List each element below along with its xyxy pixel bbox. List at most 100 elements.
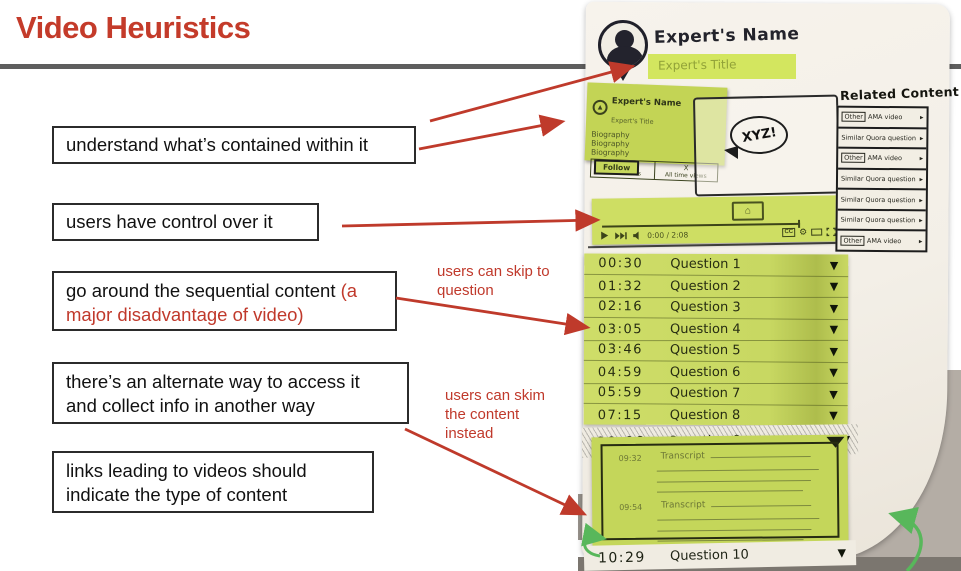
heuristic-text-red: (a major disadvantage of video): [66, 280, 358, 325]
heuristic-text: go around the sequential content: [66, 280, 341, 301]
question-timestamp: 05:59: [597, 384, 643, 401]
pip-icon: ⌂: [731, 201, 765, 221]
arrow-box1-to-expert-card: [418, 114, 566, 151]
gear-icon: ⚙: [799, 226, 808, 237]
related-item: Similar Quora question ▸: [837, 210, 926, 232]
chevron-down-icon: ▼: [829, 279, 839, 293]
question-row: 02:16 Question 3 ▼: [584, 295, 849, 320]
transcript-sticky: 09:32 Transcript 09:54 Transcript: [591, 434, 849, 548]
question-label: Question 6: [669, 364, 741, 380]
question-label: Question 2: [670, 278, 741, 294]
heuristic-text: understand what’s contained within it: [66, 134, 369, 155]
speech-bubble: XYZ!: [730, 116, 788, 154]
related-item: Similar Quora question ▸: [837, 189, 926, 212]
question-row: 03:05 Question 4 ▼: [584, 318, 849, 341]
ruled-line: [656, 468, 819, 472]
captions-icon: CC: [782, 227, 796, 238]
question-list-sticky: 00:30 Question 1 ▼ 01:32 Question 2 ▼ 02…: [583, 252, 849, 426]
skip-icon: [615, 231, 627, 239]
player-controls-sticky: ⌂ 0:00 / 2:08 CC ⚙: [591, 195, 845, 245]
other-badge: Other: [841, 111, 867, 123]
expert-name: Expert's Name: [653, 24, 800, 48]
play-circle-icon: ▲: [592, 99, 608, 115]
related-label: Similar Quora question: [840, 215, 916, 225]
ruled-line: [657, 517, 820, 521]
question-timestamp: 00:30: [598, 255, 644, 272]
heuristic-box-5: links leading to videos should indicate …: [52, 451, 374, 513]
question-timestamp: 10:29: [597, 549, 647, 567]
play-icon: [601, 231, 609, 240]
related-item: Other AMA video ▸: [838, 107, 927, 129]
chevron-down-icon: ▼: [829, 387, 838, 401]
question-timestamp: 03:46: [597, 341, 644, 358]
chevron-down-icon: ▼: [829, 344, 839, 358]
heuristic-text: links leading to videos should indicate …: [66, 460, 307, 505]
arrow-box2-to-player-controls: [341, 209, 601, 232]
related-content-list: Other AMA video ▸ Similar Quora question…: [835, 105, 929, 253]
related-label: Similar Quora question: [840, 174, 916, 184]
transcript-entry: 09:54 Transcript: [603, 493, 838, 545]
chevron-right-icon: ▸: [919, 216, 923, 225]
related-label: AMA video: [867, 113, 903, 122]
question-row: 01:32 Question 2 ▼: [584, 275, 849, 298]
transcript-timestamp: 09:54: [619, 502, 643, 513]
question-timestamp: 07:15: [597, 407, 643, 423]
expert-title: Expert's Title: [657, 57, 737, 73]
fullscreen-icon: [826, 227, 836, 237]
ruled-line: [656, 480, 811, 483]
question-timestamp: 03:05: [598, 321, 644, 337]
heuristic-text: users have control over it: [66, 211, 273, 232]
chevron-down-icon: ▼: [829, 322, 839, 336]
related-item: Other AMA video ▸: [838, 148, 927, 171]
related-label: AMA video: [866, 236, 902, 245]
related-item: Similar Quora question ▸: [837, 169, 927, 191]
ruled-line: [657, 490, 804, 493]
question-row: 07:15 Question 8 ▼: [584, 404, 848, 425]
expert-title-highlight: Expert's Title: [648, 54, 796, 79]
heuristic-text: there’s an alternate way to access it an…: [66, 371, 360, 416]
chevron-down-icon: ▼: [829, 258, 839, 272]
wireframe-photo: Expert's Name Expert's Title ▲ Expert's …: [578, 0, 961, 571]
question-label: Question 5: [669, 342, 741, 358]
chevron-right-icon: ▸: [919, 175, 924, 184]
question-timestamp: 01:32: [598, 278, 644, 294]
heuristic-box-1: understand what’s contained within it: [52, 126, 416, 164]
avatar-head: [615, 30, 634, 49]
chevron-right-icon: ▸: [918, 237, 923, 246]
chevron-right-icon: ▸: [919, 113, 924, 122]
question-row: 04:59 Question 6 ▼: [583, 361, 848, 384]
avatar: [598, 20, 648, 70]
progress-bar-sketch: [602, 222, 801, 228]
speech-bubble-tail: [724, 146, 738, 159]
transcript-label: Transcript: [660, 451, 705, 462]
time-display: 0:00 / 2:08: [647, 229, 689, 240]
card-expert-name: Expert's Name: [611, 96, 682, 109]
ruled-line: [710, 456, 811, 459]
question-timestamp: 04:59: [597, 364, 643, 380]
question-row: 05:59 Question 7 ▼: [583, 381, 848, 406]
chevron-down-icon: ▼: [829, 301, 839, 315]
callout-skim-content: users can skim the content instead: [445, 387, 546, 442]
transcript-entry: 09:32 Transcript: [603, 444, 838, 496]
arrow-box3-to-question-list: [395, 296, 591, 336]
card-expert-title: Expert's Title: [610, 116, 654, 126]
chevron-right-icon: ▸: [919, 154, 924, 163]
ruled-line: [657, 529, 812, 532]
related-item: Similar Quora question ▸: [838, 128, 927, 150]
question-label: Question 3: [670, 299, 741, 315]
question-row: 00:30 Question 1 ▼: [584, 252, 849, 277]
callout-skip-to-question: users can skip to question: [437, 263, 550, 299]
volume-icon: [633, 231, 639, 240]
heuristic-box-3: go around the sequential content (a majo…: [52, 271, 397, 331]
question-label: Question 7: [669, 385, 741, 401]
related-label: Similar Quora question: [840, 195, 916, 204]
question-label: Question 4: [670, 321, 741, 337]
heuristic-box-2: users have control over it: [52, 203, 319, 241]
avatar-body: [607, 46, 643, 67]
question-label: Question 1: [670, 256, 741, 272]
question-label: Question 10: [669, 547, 749, 565]
transcript-timestamp: 09:32: [618, 453, 642, 464]
other-badge: Other: [840, 235, 865, 246]
chevron-down-icon: ▼: [829, 408, 838, 422]
